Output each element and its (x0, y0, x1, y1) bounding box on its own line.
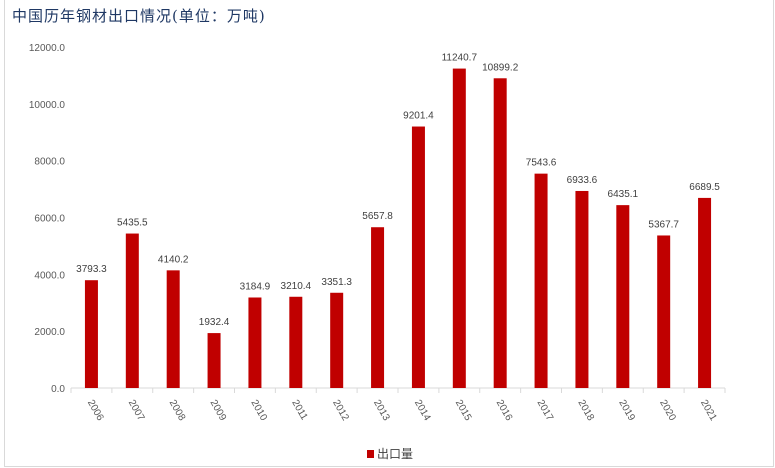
y-tick-label: 6000.0 (34, 214, 65, 225)
data-label: 9201.4 (403, 111, 434, 122)
bar-2012 (330, 292, 344, 388)
data-label: 7543.6 (526, 158, 557, 169)
x-tick-label: 2019 (616, 398, 637, 423)
x-tick-label: 2013 (371, 398, 392, 423)
bar-2021 (698, 197, 712, 388)
x-tick-label: 2014 (412, 398, 433, 423)
data-label: 5435.5 (117, 218, 148, 229)
bar-2018 (575, 190, 589, 388)
bar-2007 (125, 233, 139, 388)
x-tick-label: 2017 (534, 398, 555, 423)
y-tick-label: 8000.0 (34, 157, 65, 168)
data-label: 10899.2 (482, 62, 519, 73)
bar-2017 (534, 173, 548, 388)
data-label: 5657.8 (362, 211, 393, 222)
data-label: 5367.7 (648, 219, 679, 230)
legend-label: 出口量 (377, 447, 414, 461)
bar-2015 (452, 68, 466, 388)
chart-title: 中国历年钢材出口情况(单位：万吨) (12, 7, 266, 25)
x-tick-label: 2008 (167, 398, 188, 423)
chart-frame (4, 0, 774, 467)
x-tick-label: 2012 (330, 398, 351, 423)
x-tick-label: 2021 (698, 398, 719, 423)
bar-2010 (248, 297, 262, 388)
data-label: 1932.4 (199, 317, 230, 328)
x-tick-label: 2006 (85, 398, 106, 423)
y-tick-label: 0.0 (51, 384, 65, 395)
data-label: 4140.2 (158, 254, 189, 265)
y-tick-label: 2000.0 (34, 327, 65, 338)
data-label: 3793.3 (76, 264, 107, 275)
y-tick-label: 10000.0 (29, 100, 66, 111)
bar-2006 (84, 280, 98, 388)
x-tick-label: 2016 (494, 398, 515, 423)
legend-swatch (367, 449, 374, 458)
bar-2019 (616, 205, 630, 388)
x-tick-label: 2010 (248, 398, 269, 423)
data-label: 6435.1 (608, 189, 639, 200)
y-tick-label: 12000.0 (29, 43, 66, 54)
bar-2009 (207, 333, 221, 388)
bar-2014 (411, 126, 425, 388)
bar-2020 (657, 235, 671, 388)
y-tick-label: 4000.0 (34, 270, 65, 281)
data-label: 3351.3 (321, 277, 352, 288)
data-label: 3210.4 (281, 281, 312, 292)
x-tick-label: 2011 (289, 398, 309, 423)
data-label: 6689.5 (689, 182, 720, 193)
x-tick-label: 2018 (575, 398, 596, 423)
x-tick-label: 2020 (657, 398, 678, 423)
x-tick-label: 2009 (207, 398, 228, 423)
data-label: 11240.7 (442, 53, 478, 64)
legend: 出口量 (367, 445, 413, 462)
data-label: 6933.6 (567, 175, 598, 186)
bar-2008 (166, 270, 180, 388)
bar-2013 (371, 227, 385, 388)
x-tick-label: 2015 (453, 398, 474, 423)
bar-2011 (289, 296, 303, 388)
data-label: 3184.9 (240, 281, 271, 292)
bar-2016 (493, 78, 507, 388)
x-tick-label: 2007 (126, 398, 147, 423)
